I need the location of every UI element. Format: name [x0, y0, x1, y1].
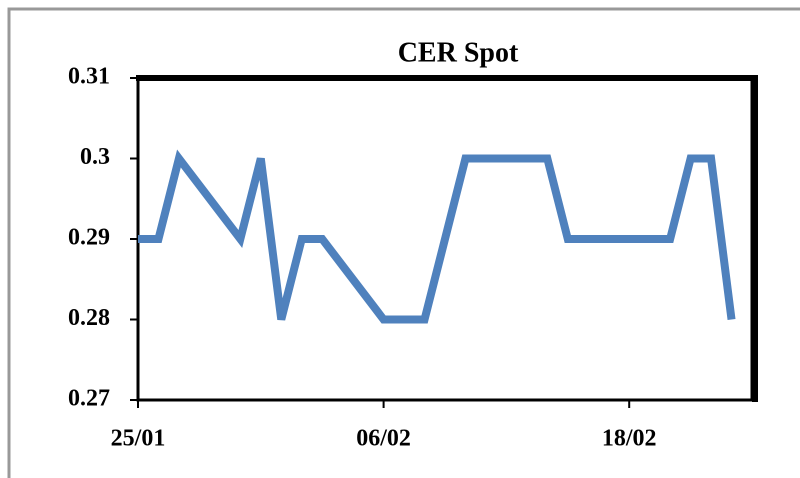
y-tick-label: 0.29: [68, 225, 110, 251]
y-tick-label: 0.31: [68, 64, 110, 90]
x-tick-label: 18/02: [602, 426, 657, 452]
y-tick-label: 0.3: [80, 144, 110, 170]
y-tick-label: 0.27: [68, 386, 110, 412]
data-line: [138, 149, 736, 324]
x-tick-label: 06/02: [356, 426, 411, 452]
frame: [7, 7, 800, 478]
x-tick-label: 25/01: [111, 426, 166, 452]
chart-title: CER Spot: [398, 37, 519, 68]
y-tick-label: 0.28: [68, 305, 110, 331]
